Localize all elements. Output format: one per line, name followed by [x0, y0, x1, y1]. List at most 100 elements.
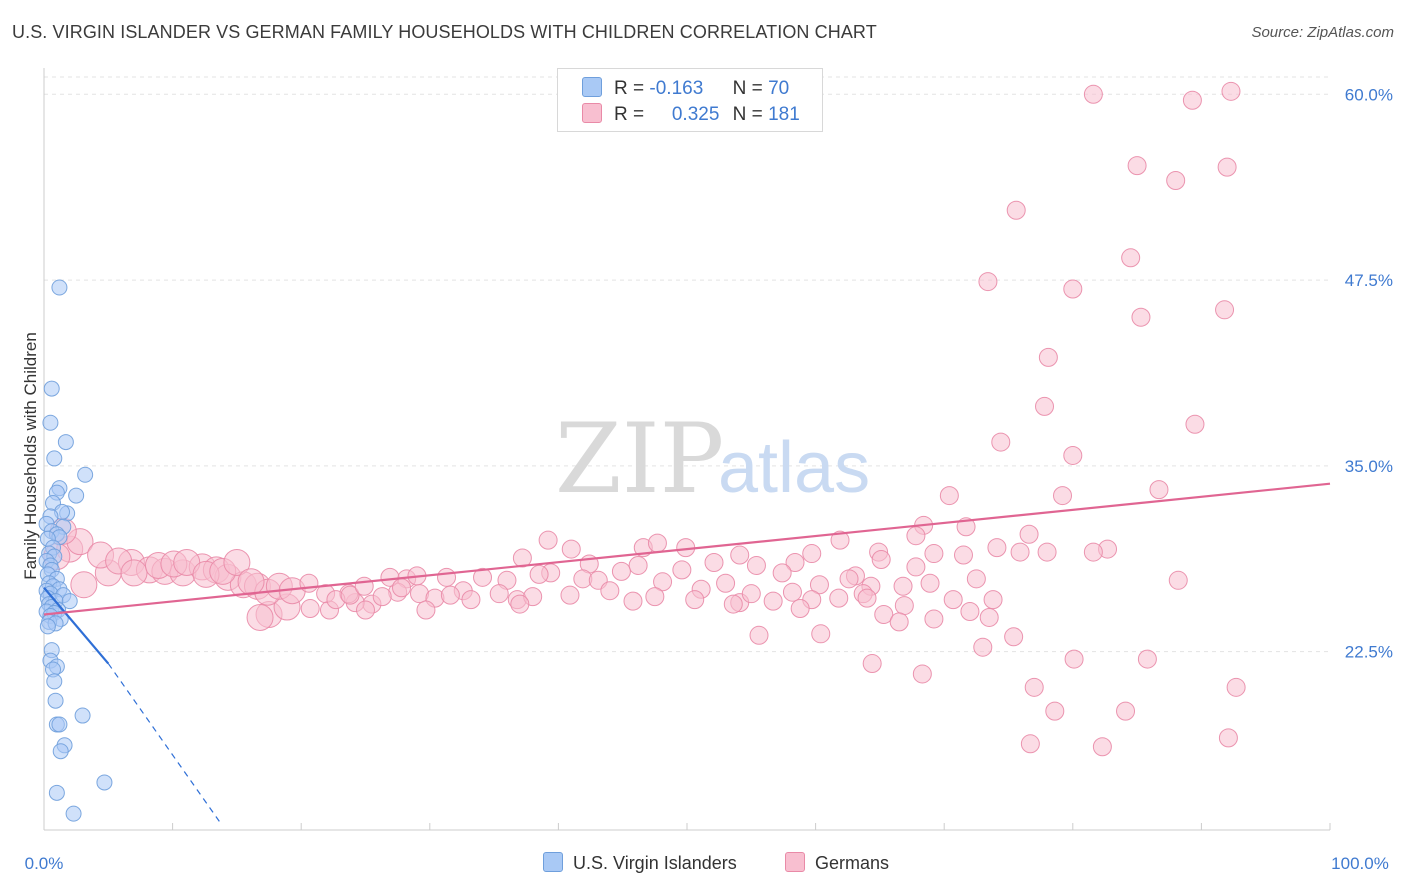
legend-r-label: R =	[614, 78, 645, 99]
germans-point	[1004, 627, 1024, 647]
germans-point	[1063, 445, 1083, 465]
germans-point	[874, 604, 894, 624]
germans-point	[1185, 414, 1205, 434]
germans-point	[763, 591, 783, 611]
germans-point	[741, 584, 761, 604]
legend-swatch-virgin-islanders	[582, 77, 602, 97]
germans-point	[672, 560, 692, 580]
germans-point	[839, 569, 859, 589]
germans-point	[704, 552, 724, 572]
germans-point	[1064, 649, 1084, 669]
germans-point	[246, 603, 274, 631]
virgin-islanders-point	[39, 618, 56, 635]
germans-point	[991, 432, 1011, 452]
germans-point	[1053, 486, 1073, 506]
x-tick-label-max: 100.0%	[1331, 854, 1389, 873]
germans-point	[1063, 279, 1083, 299]
germans-point	[978, 272, 998, 292]
germans-point	[1166, 170, 1186, 190]
x-tick-label-min: 0.0%	[25, 854, 64, 873]
germans-point	[772, 563, 792, 583]
germans-point	[560, 585, 580, 605]
germans-point	[1092, 737, 1112, 757]
germans-point	[440, 585, 460, 605]
legend-r-value: 0.325	[671, 104, 720, 125]
germans-point	[653, 572, 673, 592]
germans-point	[782, 582, 802, 602]
bottom-legend-label: U.S. Virgin Islanders	[573, 853, 737, 873]
germans-point	[1217, 157, 1237, 177]
germans-point	[356, 600, 375, 620]
germans-point	[1019, 524, 1039, 544]
legend-n-label: N =	[732, 78, 763, 99]
germans-point	[510, 594, 530, 614]
germans-point	[730, 545, 750, 565]
legend-n-value: 181	[768, 104, 800, 125]
germans-point	[906, 557, 926, 577]
germans-point	[647, 533, 667, 553]
germans-point	[723, 594, 743, 614]
y-tick-label: 22.5%	[1345, 643, 1393, 662]
germans-point	[1035, 396, 1055, 416]
germans-point	[512, 548, 532, 568]
germans-point	[473, 567, 493, 587]
germans-point	[893, 576, 913, 596]
germans-point	[299, 573, 319, 593]
y-tick-label: 35.0%	[1345, 457, 1393, 476]
trend-lines	[43, 482, 1331, 823]
virgin-islanders-point	[46, 450, 63, 467]
germans-point	[70, 571, 98, 599]
virgin-islanders-point	[48, 784, 65, 801]
germans-point	[966, 569, 986, 589]
y-tick-label: 47.5%	[1345, 271, 1393, 290]
source-credit: Source: ZipAtlas.com	[1251, 24, 1394, 41]
germans-point	[461, 590, 481, 610]
bottom-legend-virgin-islanders: U.S. Virgin Islanders	[543, 852, 737, 874]
germans-point	[973, 637, 993, 657]
legend-r-value: -0.163	[649, 78, 704, 99]
germans-point	[1137, 649, 1157, 669]
germans-point	[1037, 542, 1057, 562]
legend-row-germans: R = 0.325 N = 181	[582, 103, 800, 127]
germans-point	[979, 607, 999, 627]
germans-point	[1024, 677, 1044, 697]
germans-point	[223, 548, 251, 576]
virgin-islanders-point	[74, 707, 91, 724]
virgin-islanders-point	[51, 279, 68, 296]
virgin-islanders-point	[96, 774, 113, 791]
trend-virgin-islanders-dashed	[107, 663, 221, 823]
germans-point	[746, 555, 766, 575]
virgin-islanders-point	[57, 434, 74, 451]
correlation-legend: R = -0.163 N = 70 R = 0.325 N = 181	[557, 68, 823, 132]
germans-point	[924, 609, 944, 629]
germans-point	[1083, 542, 1103, 562]
germans-point	[829, 588, 849, 608]
virgin-islanders-point	[61, 593, 78, 610]
virgin-islanders-point	[65, 805, 82, 822]
germans-point	[811, 624, 831, 644]
germans-point	[529, 564, 549, 584]
germans-point	[561, 539, 581, 559]
legend-swatch-germans	[582, 103, 602, 123]
germans-point	[802, 544, 822, 564]
chart-title: U.S. VIRGIN ISLANDER VS GERMAN FAMILY HO…	[12, 22, 877, 42]
tick-labels: 22.5% 35.0% 47.5% 60.0% 0.0% 100.0%	[25, 85, 1393, 873]
germans-point	[785, 552, 805, 572]
trend-germans	[43, 482, 1331, 616]
germans-point	[953, 545, 973, 565]
germans-point	[987, 538, 1007, 558]
germans-point	[1121, 248, 1141, 268]
germans-point	[300, 599, 320, 619]
germans-point	[489, 584, 509, 604]
series-virgin-islanders	[38, 279, 113, 822]
germans-point	[920, 573, 940, 593]
virgin-islanders-point	[68, 487, 85, 504]
virgin-islanders-point	[52, 743, 69, 760]
germans-point	[1182, 90, 1202, 110]
germans-point	[749, 625, 769, 645]
germans-point	[790, 599, 810, 619]
germans-point	[1006, 200, 1026, 220]
germans-point	[372, 587, 392, 607]
germans-point	[1168, 570, 1188, 590]
